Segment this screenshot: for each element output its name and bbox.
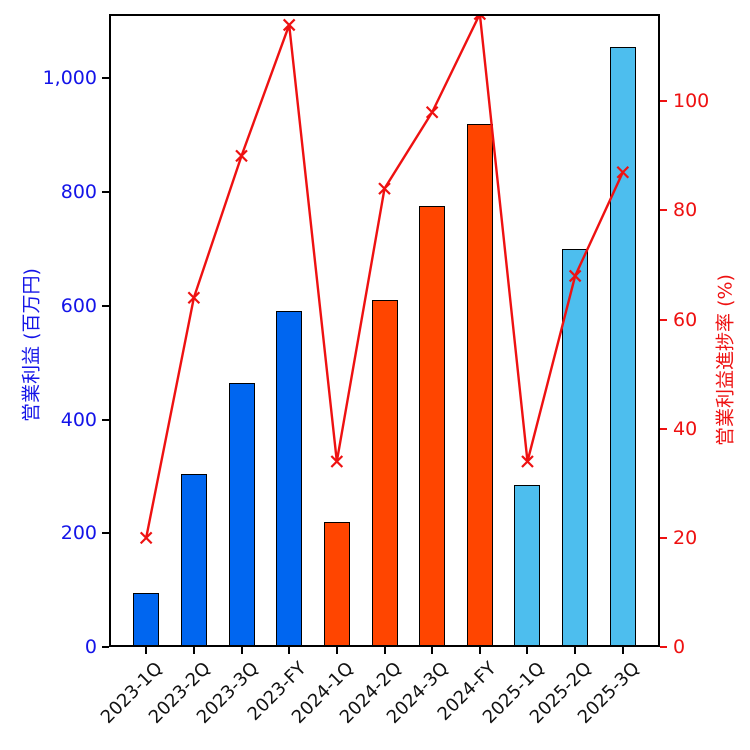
left-tick [102,646,109,648]
left-tick-label: 1,000 [42,67,97,90]
left-tick [102,418,109,421]
left-axis-title: 営業利益 (百万円) [20,268,43,422]
progress-line-series [139,16,630,545]
left-tick-label: 800 [60,181,97,203]
x-tick [240,647,243,654]
left-tick [102,191,109,193]
right-tick [660,209,667,212]
bar-2023-1Q [133,592,160,645]
bar-2023-FY [276,311,303,645]
plot-area [109,14,660,647]
x-markers [139,16,630,545]
right-tick-label: 20 [673,526,698,549]
x-tick [621,647,624,654]
right-tick-label: 60 [673,308,698,331]
x-tick [145,647,148,654]
right-tick-label: 80 [673,199,698,222]
line-path [145,16,624,539]
right-tick [660,536,667,539]
bar-2023-2Q [180,473,207,645]
right-tick [660,100,667,103]
left-tick-label: 0 [84,636,97,658]
x-tick [431,647,434,654]
bar-2025-1Q [514,484,541,645]
left-tick-label: 200 [60,522,97,545]
right-tick-label: 0 [673,636,686,658]
x-tick [192,647,195,654]
bar-2024-3Q [419,206,446,645]
right-tick [660,646,667,648]
x-tick [478,647,481,654]
bar-2024-2Q [371,300,398,645]
right-tick-label: 40 [673,417,698,440]
left-tick [102,304,109,307]
bar-2025-3Q [609,47,636,645]
x-tick [335,647,338,654]
bar-2025-2Q [562,248,589,645]
right-tick [660,318,667,321]
right-tick [660,427,667,430]
bar-2024-1Q [323,521,350,645]
bar-2024-FY [466,123,493,645]
x-tick [574,647,577,654]
left-tick-label: 400 [60,408,97,431]
bar-2023-3Q [228,382,255,645]
left-tick [102,532,109,535]
x-tick [288,647,291,654]
left-tick [102,77,109,80]
x-tick [383,647,386,654]
x-tick [526,647,529,654]
right-tick-label: 100 [673,90,710,113]
left-tick-label: 600 [60,294,97,317]
